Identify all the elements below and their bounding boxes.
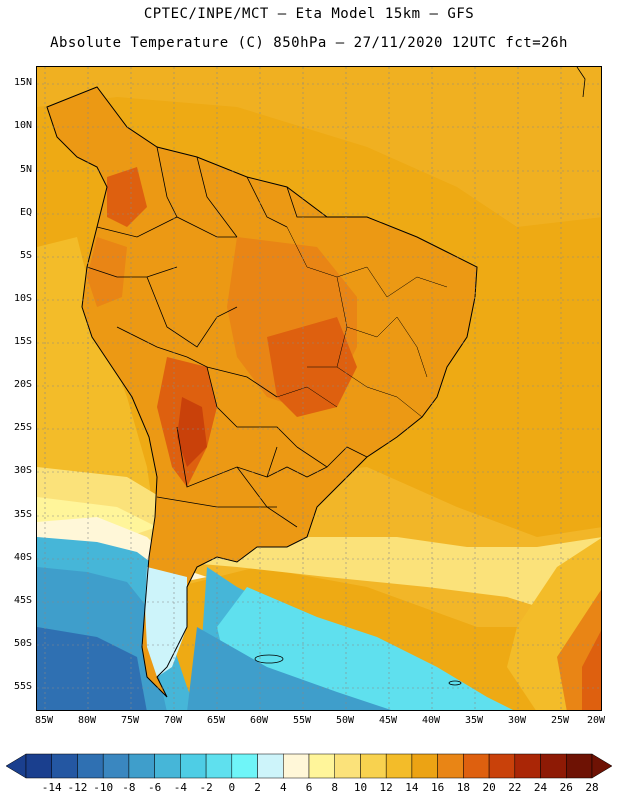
color-legend — [6, 753, 612, 779]
legend-swatch — [77, 753, 104, 779]
legend-label: 24 — [533, 781, 548, 794]
lat-label-45s: 45S — [13, 595, 32, 606]
legend-swatch — [437, 753, 464, 779]
legend-label: 14 — [405, 781, 419, 794]
lat-label-10s: 10S — [13, 293, 32, 304]
legend-swatch — [128, 753, 155, 779]
legend-label: -10 — [93, 781, 114, 794]
state-borders — [276, 226, 448, 418]
legend-label: -8 — [122, 781, 136, 794]
graticule — [37, 67, 601, 710]
falkland-islands — [254, 654, 284, 664]
legend-label: 6 — [305, 781, 313, 794]
lat-label-20s: 20S — [13, 379, 32, 390]
field-chaco-hottest — [177, 397, 207, 467]
lon-label-20w: 20W — [586, 715, 606, 726]
field-blue-atlantic — [187, 627, 391, 710]
legend-swatch — [231, 753, 258, 779]
lon-label-80w: 80W — [77, 715, 97, 726]
legend-swatch — [180, 753, 207, 779]
south-georgia — [448, 680, 462, 686]
lon-label-70w: 70W — [163, 715, 183, 726]
legend-swatch — [205, 753, 233, 779]
field-patagonia — [145, 567, 187, 677]
legend-swatch — [334, 753, 361, 779]
legend-swatch — [102, 753, 130, 779]
legend-label: 2 — [254, 781, 261, 794]
lon-label-55w: 55W — [292, 715, 312, 726]
legend-swatch — [514, 753, 541, 779]
lat-label-15n: 15N — [13, 77, 32, 88]
field-yellow-band — [37, 467, 601, 627]
lon-label-35w: 35W — [464, 715, 484, 726]
legend-swatch — [411, 753, 438, 779]
continent-land — [47, 87, 477, 697]
legend-swatch — [257, 753, 284, 779]
legend-label: -14 — [41, 781, 62, 794]
lat-label-40s: 40S — [13, 552, 32, 563]
field-pacific — [37, 237, 157, 537]
legend-arrow-right — [591, 753, 612, 779]
legend-label: 10 — [353, 781, 368, 794]
lon-label-45w: 45W — [378, 715, 398, 726]
map-subtitle: Absolute Temperature (C) 850hPa – 27/11/… — [50, 35, 568, 51]
legend-swatch — [51, 753, 78, 779]
legend-label: -12 — [67, 781, 88, 794]
legend-label: 20 — [482, 781, 496, 794]
legend-label: 26 — [559, 781, 573, 794]
legend-label: 4 — [279, 781, 287, 794]
legend-swatch — [25, 753, 52, 779]
field-tropical-north — [37, 67, 601, 227]
legend-label: 0 — [228, 781, 236, 794]
lat-label-eq: EQ — [19, 207, 32, 218]
lat-label-5n: 5N — [19, 164, 32, 175]
field-hottest-east — [582, 630, 601, 710]
legend-label: -2 — [199, 781, 213, 794]
legend-swatch — [154, 753, 181, 779]
legend-label: 22 — [508, 781, 522, 794]
legend-label: -6 — [148, 781, 162, 794]
temperature-map — [36, 66, 602, 711]
legend-label: -4 — [173, 781, 187, 794]
legend-label: 18 — [456, 781, 470, 794]
legend-swatch — [308, 753, 335, 779]
field-coldest-pacific — [37, 627, 147, 710]
legend-swatch — [463, 753, 490, 779]
lat-label-55s: 55S — [13, 681, 32, 692]
lat-label-30s: 30S — [13, 465, 32, 476]
lon-label-85w: 85W — [34, 715, 54, 726]
legend-swatch — [566, 753, 593, 779]
field-andes-north — [107, 167, 147, 227]
coastline — [46, 86, 478, 698]
legend-label: 16 — [431, 781, 445, 794]
lat-label-50s: 50S — [13, 638, 32, 649]
lat-label-15s: 15S — [13, 336, 32, 347]
legend-swatch — [360, 753, 387, 779]
legend-swatch — [385, 753, 413, 779]
legend-arrow-left — [6, 753, 27, 779]
legend-label: 28 — [585, 781, 599, 794]
lon-label-60w: 60W — [249, 715, 269, 726]
lon-label-75w: 75W — [120, 715, 140, 726]
legend-label: 8 — [331, 781, 339, 794]
lon-label-50w: 50W — [335, 715, 355, 726]
legend-swatch — [488, 753, 516, 779]
lat-label-5s: 5S — [19, 250, 32, 261]
lon-label-25w: 25W — [550, 715, 570, 726]
legend-label: 12 — [379, 781, 393, 794]
legend-swatch — [540, 753, 567, 779]
lon-label-40w: 40W — [421, 715, 441, 726]
caribbean-islands — [576, 67, 586, 98]
lon-label-65w: 65W — [206, 715, 226, 726]
map-title: CPTEC/INPE/MCT – Eta Model 15km – GFS — [143, 6, 475, 22]
lon-label-30w: 30W — [507, 715, 527, 726]
legend-swatch — [283, 753, 310, 779]
lat-label-10n: 10N — [13, 120, 32, 131]
lat-label-35s: 35S — [13, 509, 32, 520]
lat-label-25s: 25S — [13, 422, 32, 433]
field-andes-central — [87, 237, 127, 307]
